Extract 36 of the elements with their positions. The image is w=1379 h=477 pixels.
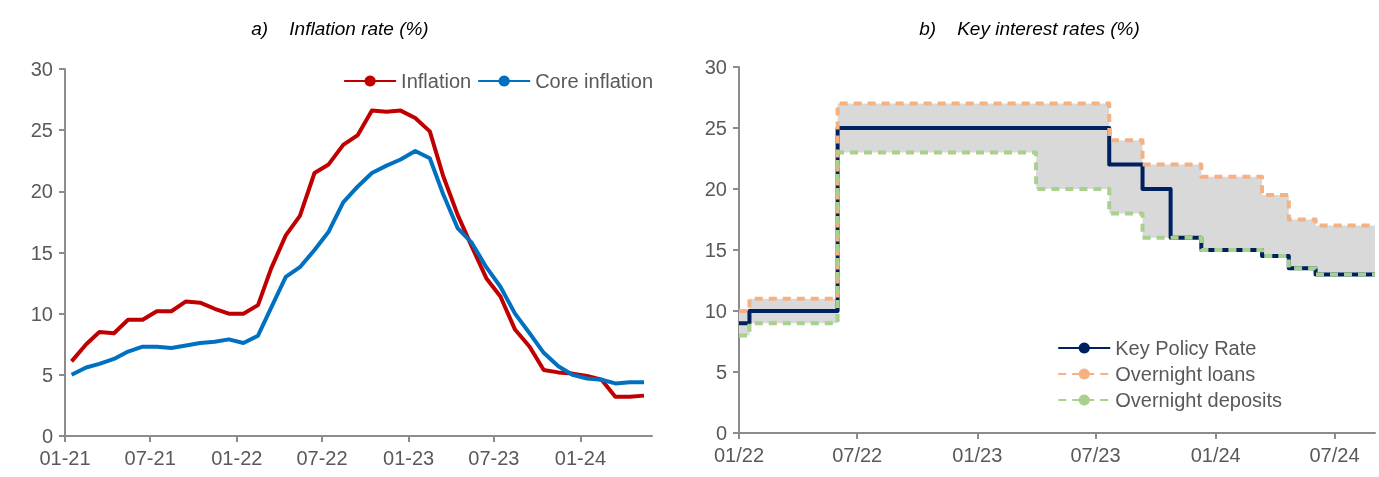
line-series — [69, 108, 646, 399]
x-tick-label: 01/24 — [1190, 444, 1241, 466]
y-tick-label: 20 — [704, 178, 727, 200]
y-tick-label: 0 — [715, 422, 727, 444]
y-tick-label: 30 — [30, 58, 53, 80]
x-tick-label: 07/22 — [832, 444, 883, 466]
y-tick-label: 5 — [41, 363, 53, 386]
chart-title: b) Key interest rates (%) — [919, 18, 1140, 39]
y-tick-label: 0 — [41, 425, 53, 447]
x-tick-label: 01-21 — [39, 447, 91, 469]
x-tick-label: 01-23 — [383, 447, 435, 469]
y-tick-label: 25 — [30, 119, 53, 142]
x-tick-label: 01/22 — [713, 444, 765, 466]
legend-label: Key Policy Rate — [1115, 337, 1257, 359]
x-tick-label: 07/23 — [1070, 444, 1121, 466]
y-tick-label: 30 — [704, 56, 727, 78]
y-tick-label: 10 — [704, 300, 727, 322]
line-series — [69, 148, 646, 386]
x-tick-label: 07-21 — [124, 447, 176, 469]
legend-label: Core inflation — [535, 70, 653, 92]
x-tick-label: 07-22 — [296, 447, 348, 469]
legend-label: Overnight loans — [1115, 363, 1256, 385]
y-tick-label: 10 — [30, 302, 53, 325]
x-tick-label: 01-22 — [211, 447, 263, 469]
x-tick-label: 01-24 — [554, 447, 607, 469]
y-tick-label: 25 — [704, 117, 727, 139]
x-tick-label: 07/24 — [1309, 444, 1360, 466]
legend-label: Overnight deposits — [1115, 389, 1283, 411]
y-tick-label: 20 — [30, 180, 53, 203]
x-tick-label: 07-23 — [468, 447, 520, 469]
legend-label: Inflation — [401, 70, 472, 92]
chart-title: a) Inflation rate (%) — [251, 18, 429, 39]
y-tick-label: 15 — [704, 239, 727, 261]
y-tick-label: 15 — [30, 241, 53, 264]
x-tick-label: 01/23 — [952, 444, 1003, 466]
y-tick-label: 5 — [715, 361, 727, 383]
